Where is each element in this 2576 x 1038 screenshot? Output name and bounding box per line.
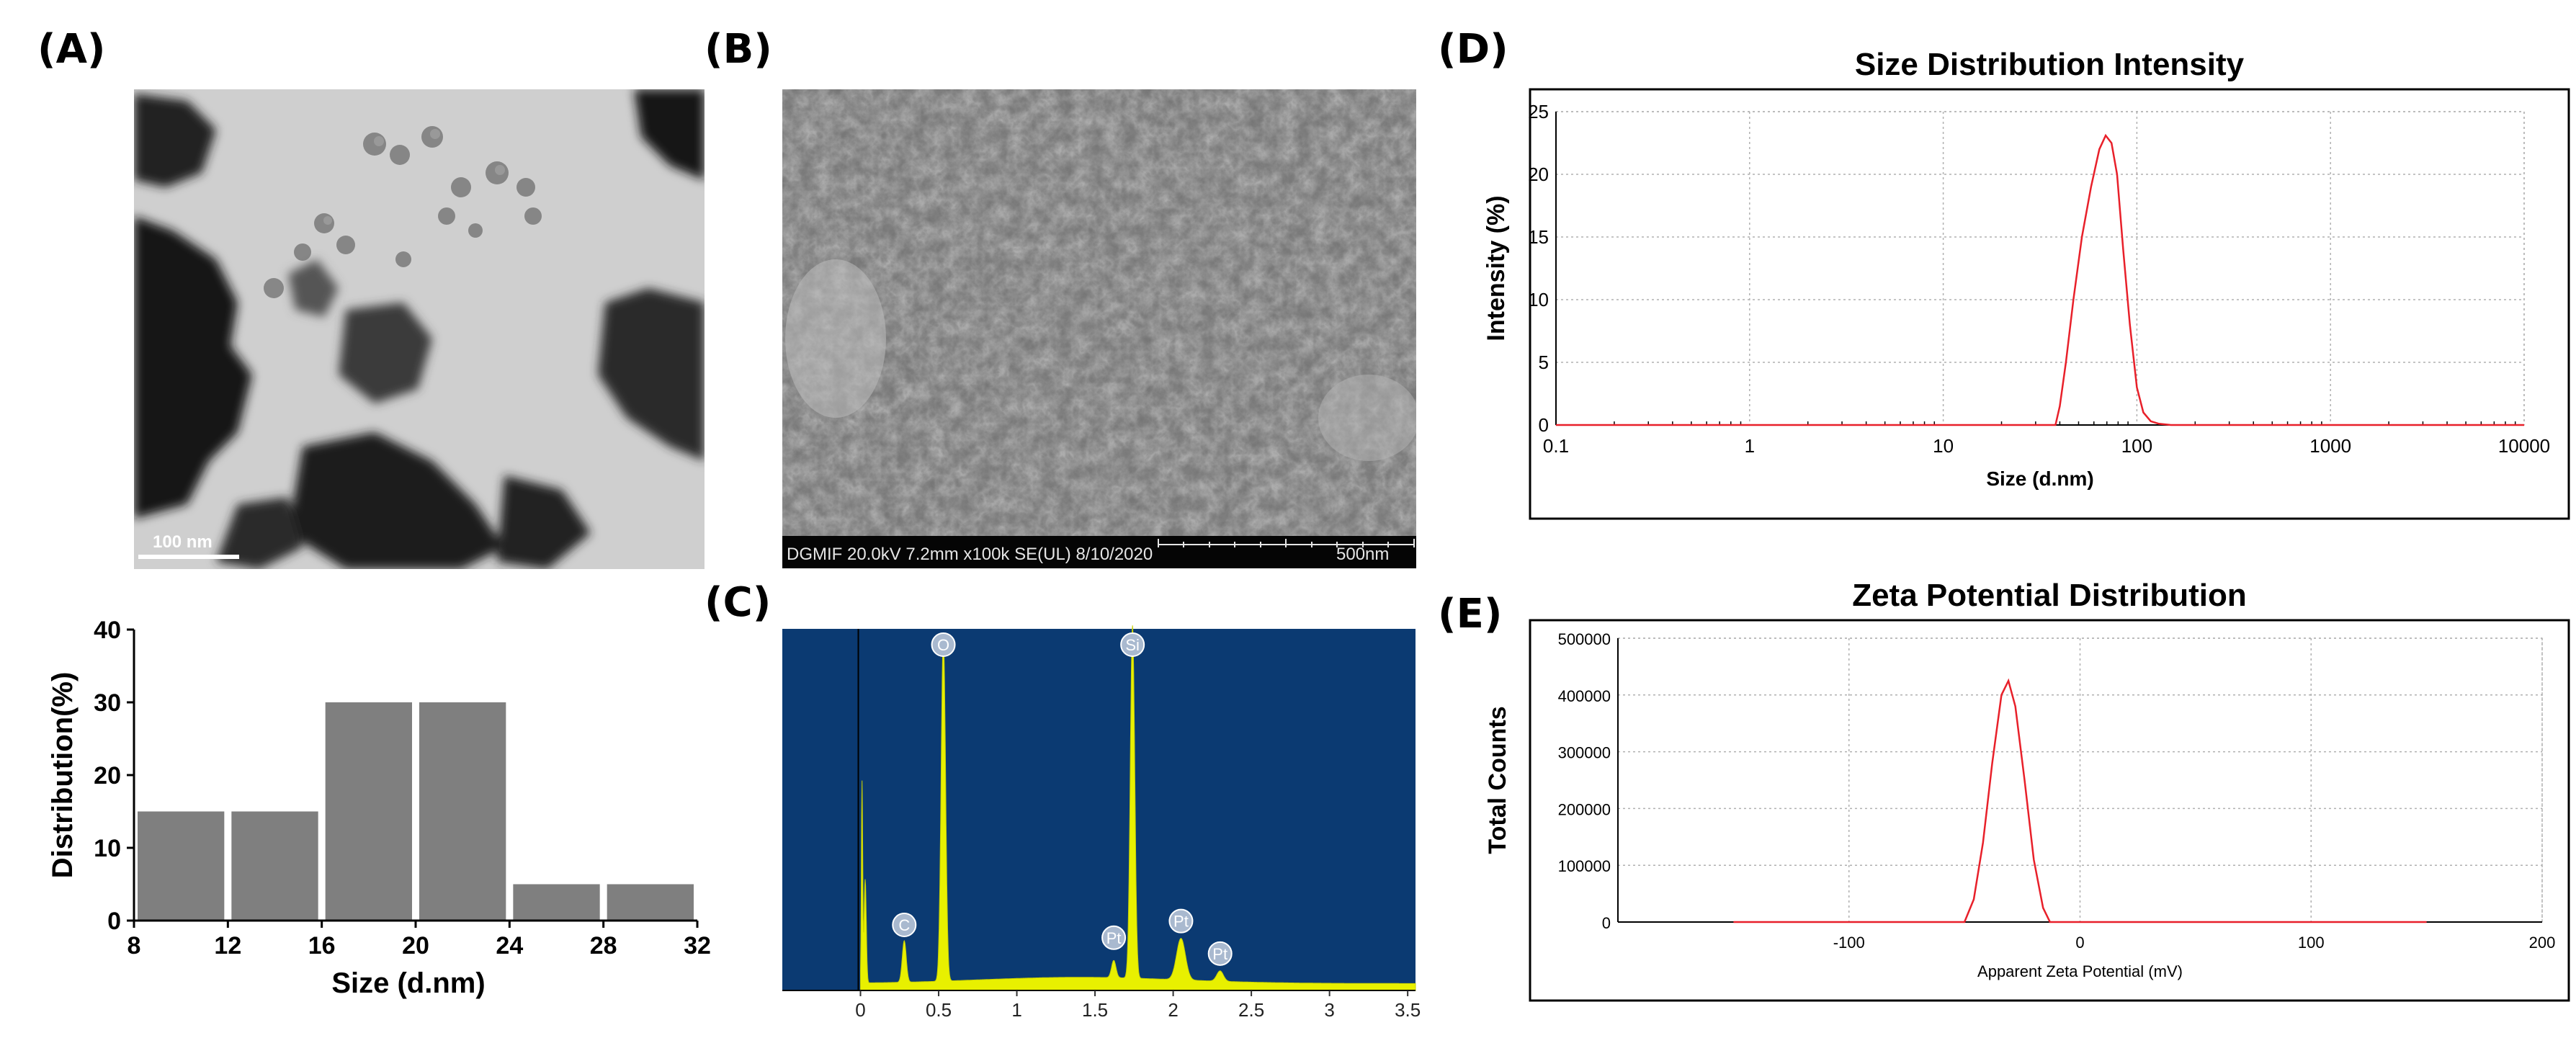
chart-title: Zeta Potential Distribution [1852,578,2247,613]
histogram-y-tick-label: 0 [107,908,121,935]
histogram-bar [513,884,600,921]
panel-label-e: (E) [1438,591,1503,637]
x-tick-label: 1 [1745,435,1755,457]
panel-label-b: (B) [705,26,772,73]
histogram-x-tick-label: 12 [214,932,241,959]
eds-x-tick-label: 1.5 [1082,999,1108,1021]
y-tick-label: 0 [1539,414,1549,436]
eds-x-tick-label: 3.5 [1395,999,1421,1021]
panel-label-c: (C) [705,579,772,626]
eds-peak-label: Pt [1212,945,1227,963]
x-axis-label: Apparent Zeta Potential (mV) [1977,962,2183,980]
y-tick-label: 0 [1602,914,1611,932]
histogram-x-tick-label: 24 [496,932,523,959]
eds-x-tick-label: 2.5 [1238,999,1264,1021]
x-tick-label: 10 [1933,435,1954,457]
histogram-x-tick-label: 16 [308,932,336,959]
eds-x-tick-label: 3 [1324,999,1334,1021]
eds-peak-marker [1168,908,1194,934]
y-tick-label: 5 [1539,352,1549,373]
y-tick-label: 20 [1528,164,1549,185]
x-tick-label: 100 [2298,934,2325,952]
eds-x-tick-label: 0 [855,999,865,1021]
histogram-x-axis-label: Size (d.nm) [331,967,485,999]
histogram-bar [607,884,694,921]
histogram-y-tick-label: 10 [94,835,121,862]
x-tick-label: 200 [2529,934,2556,952]
histogram-x-tick-label: 8 [128,932,141,959]
eds-x-tick-label: 0.5 [926,999,952,1021]
eds-peak-marker [1207,941,1233,966]
eds-peak-marker [1101,925,1127,950]
eds-peak-marker [1120,632,1145,657]
eds-plot-background [782,629,1416,990]
y-axis-label: Intensity (%) [1482,195,1510,341]
eds-peak-label: O [937,636,949,654]
y-tick-label: 500000 [1558,630,1611,648]
eds-peak-label: Pt [1106,929,1122,947]
y-tick-label: 25 [1528,101,1549,122]
chart-frame [1529,619,2570,1002]
eds-peak-label: Si [1125,636,1140,654]
histogram-y-tick-label: 20 [94,762,121,789]
histogram-bar [138,811,225,921]
chart-frame [1529,88,2570,520]
eds-spectrum [859,625,1416,991]
x-tick-label: 0 [2075,934,2084,952]
x-tick-label: 0.1 [1543,435,1569,457]
x-tick-label: -100 [1833,934,1865,952]
x-tick-label: 100 [2121,435,2152,457]
eds-x-tick-label: 1 [1011,999,1021,1021]
y-tick-label: 300000 [1558,744,1611,762]
panel-label-a: (A) [37,26,106,73]
chart-title: Size Distribution Intensity [1855,47,2245,82]
histogram-x-tick-label: 28 [590,932,617,959]
eds-peak-label: C [898,916,910,934]
histogram-y-axis-label: Distribution(%) [47,672,79,879]
eds-peak-label: Pt [1173,913,1189,931]
panel-label-d: (D) [1438,26,1508,73]
data-series-line [1733,678,2427,923]
x-tick-label: 10000 [2498,435,2550,457]
y-tick-label: 400000 [1558,687,1611,705]
y-tick-label: 100000 [1558,857,1611,875]
histogram-bar [419,702,506,921]
eds-peak-marker [931,632,956,657]
x-tick-label: 1000 [2309,435,2351,457]
data-series-line [1556,133,2524,426]
y-tick-label: 200000 [1558,800,1611,818]
x-axis-label: Size (d.nm) [1986,467,2093,490]
y-axis-label: Total Counts [1484,706,1511,854]
histogram-y-tick-label: 30 [94,689,121,717]
eds-peak-marker [892,912,917,937]
histogram-x-tick-label: 32 [684,932,711,959]
y-tick-label: 15 [1528,226,1549,248]
histogram-bar [325,702,412,921]
y-tick-label: 10 [1528,289,1549,310]
eds-x-tick-label: 2 [1168,999,1178,1021]
histogram-x-tick-label: 20 [402,932,429,959]
histogram-y-tick-label: 40 [94,617,121,644]
histogram-bar [231,811,318,921]
